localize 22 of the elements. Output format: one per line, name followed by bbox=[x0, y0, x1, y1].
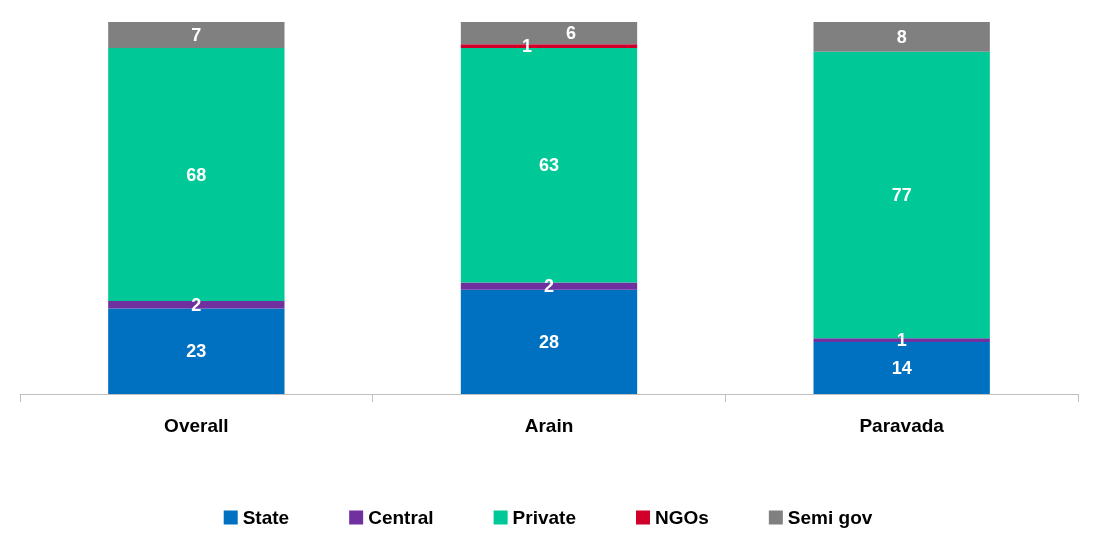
data-label: 1 bbox=[521, 36, 533, 57]
legend-label: Central bbox=[368, 507, 434, 528]
legend-label: Semi gov bbox=[787, 507, 873, 528]
x-tick-label: Arain bbox=[524, 415, 574, 436]
data-label: 23 bbox=[186, 341, 207, 362]
data-label: 6 bbox=[565, 23, 577, 44]
data-label: 2 bbox=[191, 294, 202, 315]
data-label: 8 bbox=[896, 26, 907, 47]
data-label: 7 bbox=[191, 25, 202, 46]
data-label: 28 bbox=[538, 331, 560, 352]
data-label: 63 bbox=[538, 155, 560, 176]
legend-label: NGOs bbox=[654, 507, 709, 528]
x-tick-label: Paravada bbox=[859, 415, 945, 436]
data-label: 68 bbox=[186, 164, 207, 185]
bar bbox=[813, 22, 990, 52]
data-label: 1 bbox=[896, 330, 907, 351]
bar bbox=[108, 22, 285, 49]
x-tick-label: Overall bbox=[164, 415, 229, 436]
data-label: 77 bbox=[891, 184, 912, 205]
legend-label: Private bbox=[512, 507, 576, 528]
data-label: 14 bbox=[891, 357, 912, 378]
legend-label: State bbox=[242, 507, 290, 528]
